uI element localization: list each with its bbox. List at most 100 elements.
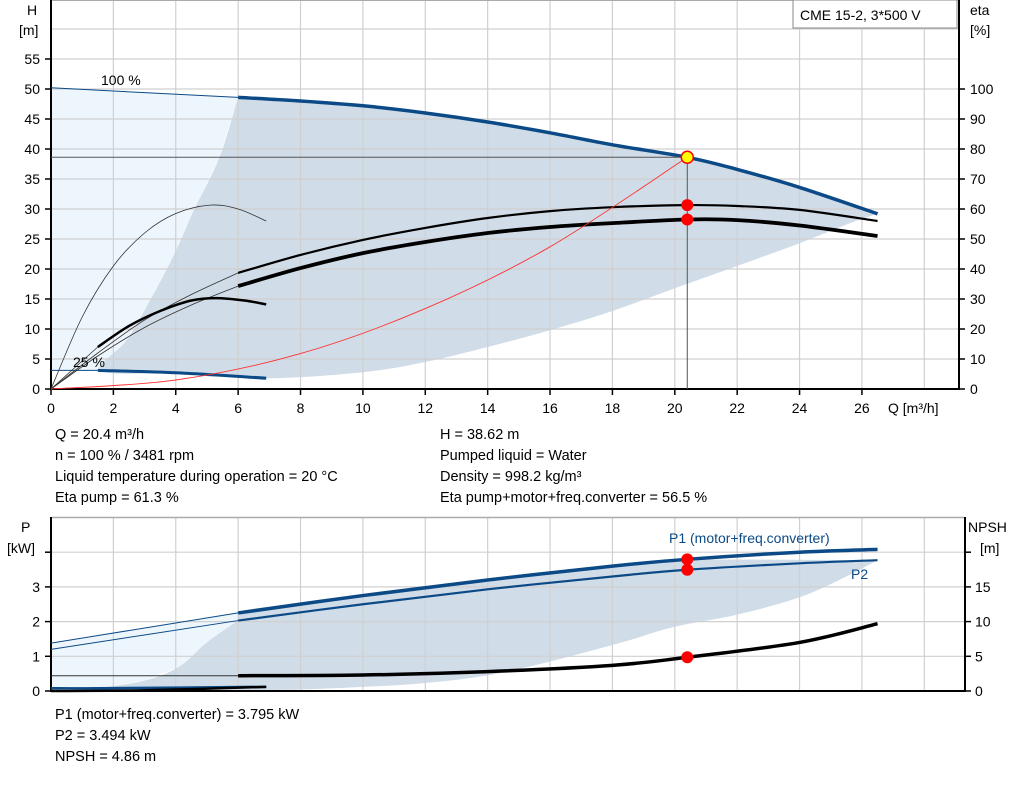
h-tick-label: 30	[24, 201, 40, 217]
p1-curve-extended	[50, 612, 239, 644]
p1-series-label: P1 (motor+freq.converter)	[669, 530, 830, 546]
p-tick-label: 1	[32, 648, 40, 664]
eta-tick-label: 0	[970, 381, 978, 397]
light-range-area	[51, 87, 239, 372]
duty-point	[680, 150, 695, 165]
p2-series-label: P2	[851, 566, 868, 582]
npsh-curve-25	[50, 685, 267, 693]
p-axis-unit: [kW]	[7, 540, 35, 556]
q-tick-label: 24	[792, 400, 808, 416]
p1-curve	[237, 547, 878, 615]
q-tick-label: 14	[480, 400, 496, 416]
info-speed: n = 100 % / 3481 rpm	[55, 448, 194, 464]
system-curve	[50, 156, 688, 390]
legend-box: CME 15-2, 3*500 V	[792, 0, 958, 29]
q-tick-label: 16	[542, 400, 558, 416]
eta-operating-point	[681, 199, 694, 212]
eta-tick-label: 70	[970, 171, 986, 187]
h-tick-label: 25	[24, 231, 40, 247]
info-liquid: Pumped liquid = Water	[440, 448, 587, 464]
q-tick-label: 4	[172, 400, 180, 416]
eta-total-curve-25-extended	[50, 346, 99, 390]
q-tick-label: 12	[417, 400, 433, 416]
p-axis-label: P	[21, 519, 30, 535]
q-axis-label: Q [m³/h]	[888, 400, 939, 416]
h-tick-label: 40	[24, 141, 40, 157]
power-npsh-chart: 0 1 2 3 0 5 10 15	[32, 516, 991, 699]
h-tick-label: 0	[32, 381, 40, 397]
q-tick-label: 8	[297, 400, 305, 416]
eta-tick-label: 40	[970, 261, 986, 277]
eta-tick-label: 10	[970, 351, 986, 367]
info-npsh: NPSH = 4.86 m	[55, 749, 156, 765]
npsh-axis-unit: [m]	[980, 540, 999, 556]
eta-axis-label: eta	[970, 2, 990, 18]
eta-total-curve-25	[97, 296, 267, 349]
eta-axis-unit: [%]	[970, 22, 990, 38]
eta-tick-label: 30	[970, 291, 986, 307]
npsh-curve	[238, 621, 878, 678]
info-density: Density = 998.2 kg/m³	[440, 469, 582, 485]
npsh-tick-label: 15	[975, 579, 991, 595]
npsh-tick-label: 0	[975, 683, 983, 699]
operating-point	[681, 563, 694, 576]
info-q: Q = 20.4 m³/h	[55, 427, 144, 443]
p-tick-label: 0	[32, 683, 40, 699]
h-tick-label: 15	[24, 291, 40, 307]
annotation-25-percent: 25 %	[73, 354, 105, 370]
head-curve-25	[97, 368, 267, 380]
eta-tick-label: 90	[970, 111, 986, 127]
info-h: H = 38.62 m	[440, 427, 519, 443]
eta-pump-curve-100-extended	[50, 272, 239, 390]
eta-total-curve-100	[237, 217, 878, 288]
q-tick-label: 22	[729, 400, 745, 416]
q-tick-label: 2	[109, 400, 117, 416]
operating-point	[681, 651, 694, 664]
eta-tick-label: 20	[970, 321, 986, 337]
p2-curve-extended	[50, 620, 239, 650]
h-tick-label: 45	[24, 111, 40, 127]
h-tick-label: 50	[24, 81, 40, 97]
p-tick-label: 3	[32, 579, 40, 595]
eta-tick-label: 60	[970, 201, 986, 217]
bottom-axis-labels: P [kW] NPSH [m] P1 (motor+freq.converter…	[7, 519, 1007, 582]
eta-pump-curve-100	[237, 203, 878, 274]
eta-tick-label: 100	[970, 81, 994, 97]
q-tick-label: 18	[605, 400, 621, 416]
info-p2: P2 = 3.494 kW	[55, 728, 151, 744]
h-tick-label: 10	[24, 321, 40, 337]
npsh-axis-label: NPSH	[968, 519, 1007, 535]
head-curve-100-extended	[50, 87, 239, 98]
light-range-area	[51, 612, 239, 691]
h-tick-label: 55	[24, 51, 40, 67]
top-axis-labels: H [m] eta [%] Q [m³/h] 100 % 25 %	[19, 2, 990, 416]
eta-operating-point	[681, 213, 694, 226]
operating-point	[681, 553, 694, 566]
eta-pump-curve-25	[50, 204, 267, 390]
p2-curve	[237, 559, 878, 622]
head-curve-100	[238, 95, 879, 216]
p-tick-label: 2	[32, 614, 40, 630]
legend-box-text: CME 15-2, 3*500 V	[800, 7, 921, 23]
h-tick-label: 5	[32, 351, 40, 367]
annotation-100-percent: 100 %	[101, 72, 141, 88]
info-p1: P1 (motor+freq.converter) = 3.795 kW	[55, 707, 299, 723]
npsh-tick-label: 10	[975, 614, 991, 630]
h-axis-unit: [m]	[19, 22, 38, 38]
q-tick-label: 20	[667, 400, 683, 416]
bottom-info: P1 (motor+freq.converter) = 3.795 kW P2 …	[55, 707, 299, 765]
top-info: Q = 20.4 m³/h n = 100 % / 3481 rpm Liqui…	[55, 427, 707, 506]
info-eta-total: Eta pump+motor+freq.converter = 56.5 %	[440, 490, 707, 506]
q-tick-label: 6	[234, 400, 242, 416]
dark-range-area	[99, 97, 878, 379]
npsh-tick-label: 5	[975, 648, 983, 664]
head-efficiency-chart: 0 2 4 6 8 10 12 14 16 18 20 22 24 2605101520253035404…	[24, 0, 994, 416]
h-axis-label: H	[27, 2, 37, 18]
h-tick-label: 35	[24, 171, 40, 187]
h-tick-label: 20	[24, 261, 40, 277]
q-tick-label: 0	[47, 400, 55, 416]
q-tick-label: 10	[355, 400, 371, 416]
eta-tick-label: 50	[970, 231, 986, 247]
info-temperature: Liquid temperature during operation = 20…	[55, 469, 338, 485]
